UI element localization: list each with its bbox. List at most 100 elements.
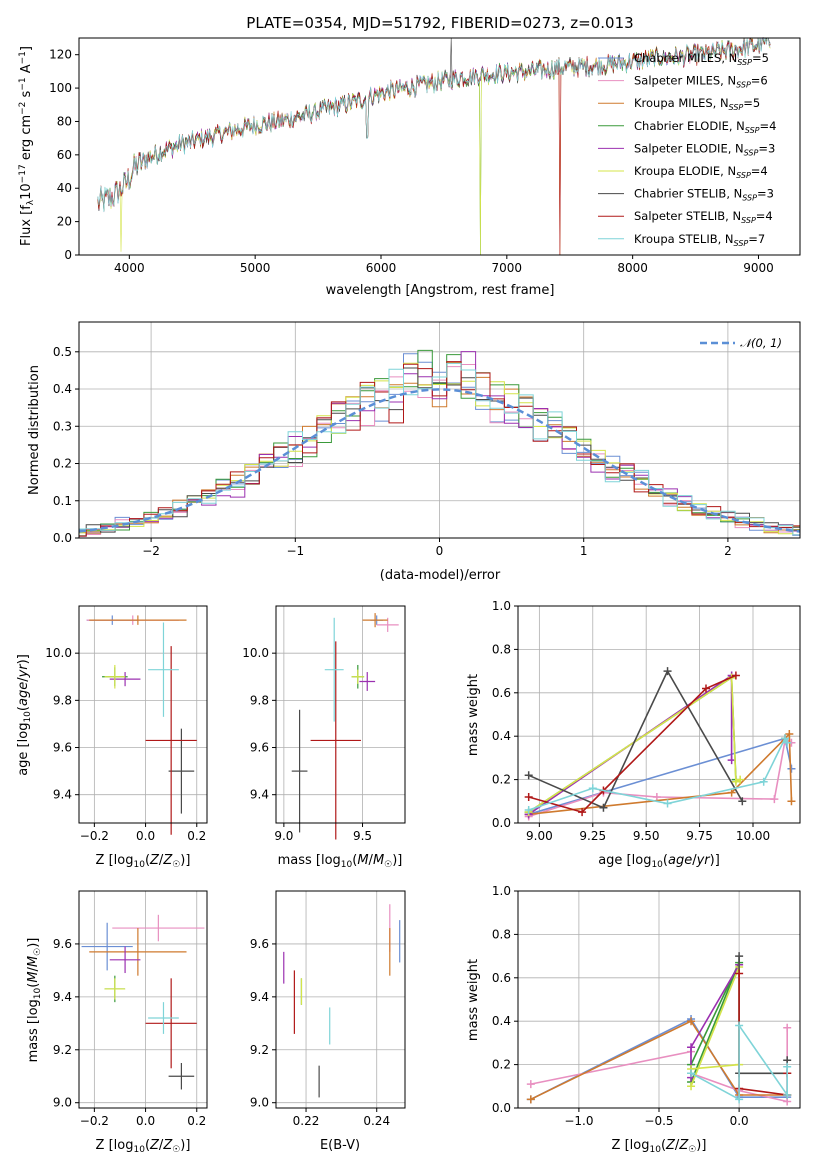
ebv-xtick-label: 0.22: [293, 1114, 320, 1128]
weight-age-panel: 9.00 9.25 9.50 9.75 10.000.00.20.40.60.81.0 …: [466, 599, 801, 870]
metallicity-age-xlabel: Z [log10(Z/Z☉)]: [96, 853, 191, 870]
weight-metallicity-ylabel: mass weight: [466, 959, 481, 1041]
spectrum-ytick-label: 20: [57, 215, 72, 229]
weights-age-xtick-label: 9.25: [579, 829, 606, 843]
z-age-ytick-label: 10.0: [45, 646, 72, 660]
weights-z-marker-salpeter-stelib: [735, 969, 744, 978]
weights-z-xtick-label: −1.0: [564, 1114, 593, 1128]
residual-xlabel: (data-model)/error: [380, 568, 501, 583]
weights-z-xtick-label: −0.5: [644, 1114, 673, 1128]
weights-age-marker-kroupa-stelib: [759, 777, 768, 786]
weights-age-marker-salpeter-stelib: [524, 792, 533, 801]
mass-age-ytick-label: 9.8: [250, 693, 269, 707]
legend-label-chabrier-elodie: Chabrier ELODIE, NSSP=4: [634, 119, 776, 135]
z-mass-xtick-label: −0.2: [80, 1114, 109, 1128]
residuals-ytick-label: 0.5: [53, 345, 72, 359]
z-mass-ytick-label: 9.2: [53, 1043, 72, 1057]
spectrum-xtick-label: 4000: [114, 261, 145, 275]
residuals-ytick-label: 0.1: [53, 494, 72, 508]
weights-age-marker-salpeter-miles: [770, 795, 779, 804]
spectrum-legend: Chabrier MILES, NSSP=5 Salpeter MILES, NS…: [598, 51, 776, 248]
weights-z-marker-chabrier-stelib: [735, 952, 744, 961]
spectrum-xtick-label: 8000: [617, 261, 648, 275]
metallicity-age-panel: −0.2 0.0 0.29.49.69.810.0 Z [log10(Z/Z☉)] …: [16, 605, 208, 870]
weights-z-marker-kroupa-miles: [687, 1017, 696, 1026]
residuals-xtick-label: −1: [286, 544, 304, 558]
mass-age-xtick-label: 9.5: [353, 829, 372, 843]
legend-label-salpeter-elodie: Salpeter ELODIE, NSSP=3: [634, 141, 775, 157]
extinction-mass-panel: 0.22 0.24 9.0 9.2 9.4 9.6 E(B-V): [250, 890, 406, 1153]
z-mass-ytick-label: 9.6: [53, 937, 72, 951]
legend-label-chabrier-miles: Chabrier MILES, NSSP=5: [634, 51, 769, 67]
residual-histogram-panel: −2 −1 0 1 2 0.0 0.1 0.2 0.3 0.4 0.5 (data-model)/e…: [27, 321, 801, 583]
weights-age-marker-kroupa-stelib: [524, 805, 533, 814]
spectrum-xlabel: wavelength [Angstrom, rest frame]: [326, 283, 555, 298]
mass-age-ytick-label: 9.6: [250, 741, 269, 755]
weights-age-marker-kroupa-elodie: [736, 775, 745, 784]
extinction-xlabel: E(B-V): [320, 1138, 360, 1153]
weights-age-ytick-label: 1.0: [492, 599, 511, 613]
z-age-xtick-label: 0.2: [187, 829, 206, 843]
normal-legend-label: 𝒩(0, 1): [740, 336, 782, 350]
legend-label-salpeter-stelib: Salpeter STELIB, NSSP=4: [634, 209, 773, 225]
weights-age-marker-salpeter-stelib: [578, 808, 587, 817]
weights-age-xtick-label: 9.00: [526, 829, 553, 843]
legend-label-kroupa-stelib: Kroupa STELIB, NSSP=7: [634, 232, 765, 248]
weights-age-marker-kroupa-stelib: [663, 799, 672, 808]
mass-age-xlabel: mass [log10(M/M☉)]: [278, 853, 403, 870]
spectrum-ylabel: Flux [fλ10−17 erg cm−2 s−1 A−1]: [18, 46, 36, 246]
weights-z-marker-salpeter-miles: [783, 1023, 792, 1032]
spectrum-ytick-label: 0: [64, 248, 72, 262]
weights-age-marker-salpeter-stelib: [731, 671, 740, 680]
residuals-ytick-label: 0.2: [53, 457, 72, 471]
metallicity-age-frame: [78, 605, 208, 824]
weights-age-ytick-label: 0.8: [492, 642, 511, 656]
z-age-xtick-label: 0.0: [136, 829, 155, 843]
spectrum-xtick-label: 9000: [743, 261, 774, 275]
weights-age-xtick-label: 9.75: [686, 829, 713, 843]
normal-curve: [78, 388, 801, 533]
weight-age-frame: [517, 605, 801, 824]
spectrum-ytick-label: 40: [57, 181, 72, 195]
weights-age-marker-salpeter-miles: [652, 792, 661, 801]
weights-z-marker-kroupa-stelib: [783, 1062, 792, 1071]
spectrum-xtick-label: 7000: [492, 261, 523, 275]
metallicity-mass-panel: −0.2 0.0 0.2 9.0 9.2 9.4 9.6 Z [log10(Z/Z☉)] m…: [26, 890, 208, 1155]
spectrum-ytick-label: 80: [57, 114, 72, 128]
histogram-kroupa-stelib: [79, 362, 800, 536]
weights-z-marker-kroupa-elodie: [687, 1082, 696, 1091]
weight-age-ylabel: mass weight: [466, 674, 481, 756]
weights-age-marker-chabrier-stelib: [524, 771, 533, 780]
histogram-salpeter-elodie: [79, 351, 800, 537]
weight-age-xlabel: age [log10(age/yr)]: [598, 853, 720, 870]
figure-title: PLATE=0354, MJD=51792, FIBERID=0273, z=0…: [246, 14, 633, 32]
weights-z-ytick-label: 0.2: [492, 1058, 511, 1072]
residual-ylabel: Normed distribution: [27, 365, 42, 495]
weights-z-line-kroupa-miles: [530, 1020, 788, 1101]
metallicity-mass-xlabel: Z [log10(Z/Z☉)]: [96, 1138, 191, 1155]
weights-z-marker-kroupa-stelib: [735, 1095, 744, 1104]
mass-age-panel: 9.0 9.5 9.4 9.6 9.8 10.0 mass [log10(M/M☉)]: [242, 605, 406, 870]
residuals-xtick-label: −2: [142, 544, 160, 558]
spectrum-ytick-label: 60: [57, 148, 72, 162]
spectrum-ytick-label: 120: [49, 48, 72, 62]
weights-age-ytick-label: 0.0: [492, 816, 511, 830]
ebv-ytick-label: 9.2: [250, 1043, 269, 1057]
mass-age-ytick-label: 9.4: [250, 788, 269, 802]
weights-age-marker-chabrier-stelib: [663, 667, 672, 676]
residuals-ytick-label: 0.0: [53, 531, 72, 545]
weights-age-marker-kroupa-stelib: [783, 738, 792, 747]
metallicity-age-ylabel: age [log10(age/yr)]: [16, 654, 33, 776]
z-age-ytick-label: 9.6: [53, 741, 72, 755]
z-mass-ytick-label: 9.0: [53, 1096, 72, 1110]
z-mass-ytick-label: 9.4: [53, 990, 72, 1004]
mass-age-xtick-label: 9.0: [274, 829, 293, 843]
z-mass-xtick-label: 0.0: [136, 1114, 155, 1128]
legend-label-kroupa-elodie: Kroupa ELODIE, NSSP=4: [634, 164, 768, 180]
weights-z-ytick-label: 0.6: [492, 971, 511, 985]
weights-z-ytick-label: 0.0: [492, 1101, 511, 1115]
weights-age-xtick-label: 10.00: [736, 829, 770, 843]
weights-z-marker-kroupa-miles: [526, 1095, 535, 1104]
weights-z-xtick-label: 0.0: [730, 1114, 749, 1128]
